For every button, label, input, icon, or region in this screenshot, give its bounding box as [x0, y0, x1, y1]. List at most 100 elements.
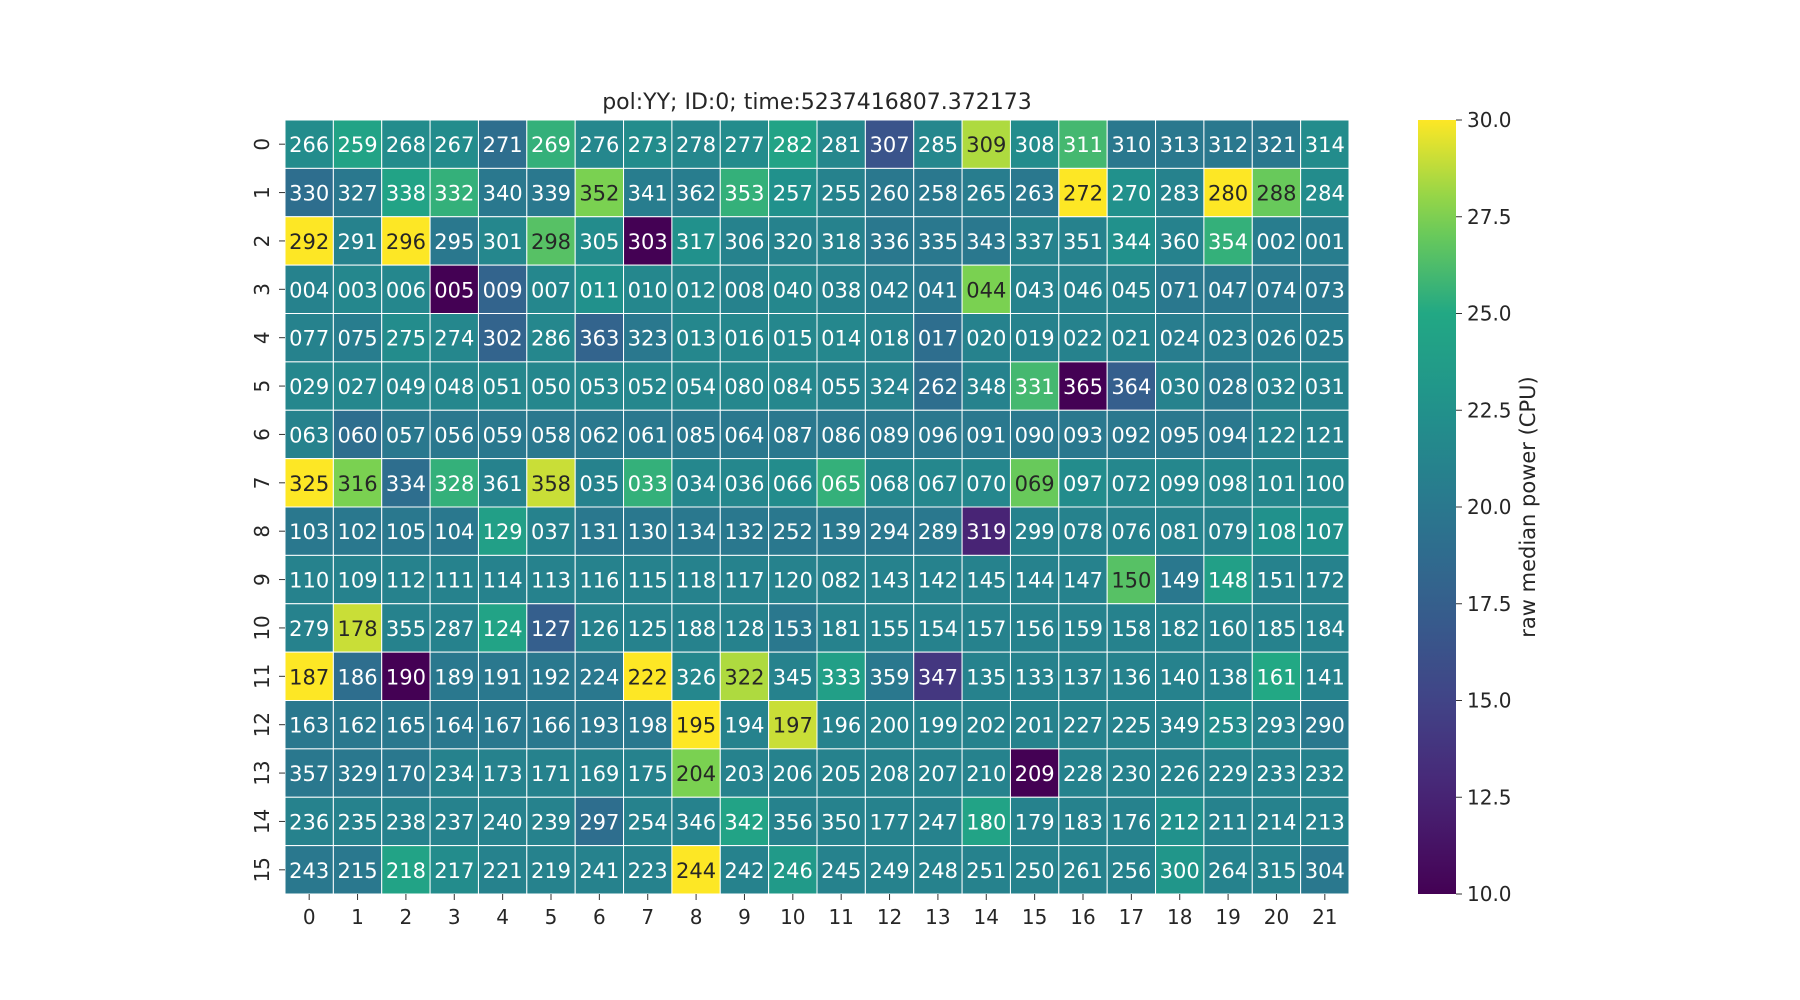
x-tick-label: 8 [690, 905, 703, 929]
heatmap-cell [477, 651, 528, 701]
heatmap-cell [671, 167, 721, 218]
heatmap-cell-label: 044 [966, 278, 1006, 302]
heatmap-cell [574, 216, 625, 266]
heatmap-cell-label: 301 [483, 230, 523, 254]
heatmap-cell-label: 223 [628, 859, 668, 883]
heatmap-cell-label: 131 [579, 520, 619, 544]
heatmap-cell-label: 226 [1160, 762, 1200, 786]
heatmap-cell [1251, 700, 1302, 750]
heatmap-cell-label: 150 [1111, 569, 1151, 593]
heatmap-cell-label: 038 [821, 278, 861, 302]
heatmap-cell [1009, 506, 1060, 556]
heatmap-cell-label: 192 [531, 665, 571, 689]
heatmap-cell-label: 358 [531, 472, 571, 496]
heatmap-cell [1155, 845, 1205, 895]
heatmap-cell-label: 335 [918, 230, 958, 254]
heatmap-cell [526, 313, 576, 363]
heatmap-cell [1106, 119, 1157, 169]
heatmap-cell [1251, 167, 1302, 218]
heatmap-cell [1203, 651, 1253, 701]
heatmap-cell-label: 219 [531, 859, 571, 883]
y-tick-label: 6 [250, 428, 274, 441]
heatmap-cell-label: 222 [628, 665, 668, 689]
heatmap-cell-label: 045 [1111, 278, 1151, 302]
heatmap-cell-label: 330 [289, 182, 329, 206]
heatmap-cell-label: 102 [337, 520, 377, 544]
heatmap-cell-label: 241 [579, 859, 619, 883]
heatmap-cell [1251, 409, 1302, 460]
heatmap-cell-label: 214 [1256, 810, 1296, 834]
heatmap-cell-label: 012 [676, 278, 716, 302]
heatmap-cell [1300, 651, 1350, 701]
heatmap-cell-label: 143 [869, 569, 909, 593]
heatmap-cell-label: 243 [289, 859, 329, 883]
heatmap-cell-label: 087 [773, 423, 813, 447]
heatmap-cell [1300, 264, 1350, 314]
x-tick-label: 6 [593, 905, 606, 929]
heatmap-cell-label: 362 [676, 182, 716, 206]
heatmap-cell-label: 281 [821, 133, 861, 157]
heatmap-cell [429, 167, 479, 218]
heatmap-cell-label: 244 [676, 859, 716, 883]
heatmap-cell-label: 185 [1256, 617, 1296, 641]
heatmap-cell-label: 076 [1111, 520, 1151, 544]
heatmap-cell [284, 119, 334, 169]
heatmap-cell-label: 120 [773, 569, 813, 593]
heatmap-cell-label: 267 [434, 133, 474, 157]
heatmap-cell [1300, 796, 1350, 847]
heatmap-cell-label: 340 [483, 182, 523, 206]
heatmap-cell [1155, 700, 1205, 750]
heatmap-cell-label: 277 [724, 133, 764, 157]
heatmap-cell-label: 363 [579, 327, 619, 351]
x-tick-label: 0 [303, 905, 316, 929]
heatmap-cell [1106, 845, 1157, 895]
heatmap-cell-label: 080 [724, 375, 764, 399]
heatmap-cell-label: 035 [579, 472, 619, 496]
heatmap-cell-label: 283 [1160, 182, 1200, 206]
heatmap-cell [1300, 409, 1350, 460]
heatmap-cell-label: 173 [483, 762, 523, 786]
heatmap-cell [1106, 554, 1157, 605]
heatmap-cell [284, 313, 334, 363]
heatmap-cell-label: 320 [773, 230, 813, 254]
heatmap-cell-label: 271 [483, 133, 523, 157]
heatmap-cell [1009, 264, 1060, 314]
heatmap-cell-label: 011 [579, 278, 619, 302]
heatmap-cell-label: 195 [676, 714, 716, 738]
heatmap-cell [816, 845, 866, 895]
y-tick-label: 1 [250, 186, 274, 199]
heatmap-cell-label: 225 [1111, 714, 1151, 738]
heatmap-cell [1251, 216, 1302, 266]
heatmap-cell-label: 148 [1208, 569, 1248, 593]
heatmap-cell [1009, 651, 1060, 701]
heatmap-cell [816, 264, 866, 314]
heatmap-cell-label: 331 [1015, 375, 1055, 399]
heatmap-cell-label: 142 [918, 569, 958, 593]
heatmap-cell [1251, 748, 1302, 798]
heatmap-cell-label: 355 [386, 617, 426, 641]
heatmap-cell [864, 506, 915, 556]
heatmap-cell-label: 103 [289, 520, 329, 544]
heatmap-cell [1009, 845, 1060, 895]
heatmap-cell [332, 700, 383, 750]
heatmap-cell-label: 318 [821, 230, 861, 254]
x-tick-label: 9 [738, 905, 751, 929]
heatmap-cell [1106, 796, 1157, 847]
heatmap-cell-label: 191 [483, 665, 523, 689]
heatmap-cell [1106, 216, 1157, 266]
heatmap-cell-label: 017 [918, 327, 958, 351]
x-axis-ticks: 0 1 2 3 4 5 6 7 8 9 10 11 12 13 14 15 16 17 18 19 20 21 [303, 894, 1338, 929]
heatmap-cell [284, 167, 334, 218]
heatmap-cell-label: 302 [483, 327, 523, 351]
heatmap-cell-label: 349 [1160, 714, 1200, 738]
colorbar-tick-label: 20.0 [1467, 495, 1512, 519]
heatmap-cell-label: 066 [773, 472, 813, 496]
x-tick-label: 14 [974, 905, 999, 929]
heatmap-cell [913, 748, 963, 798]
heatmap-cell [1009, 313, 1060, 363]
colorbar-tick-label: 15.0 [1467, 689, 1512, 713]
heatmap-cell-label: 291 [337, 230, 377, 254]
heatmap-cell-label: 067 [918, 472, 958, 496]
heatmap-cell [1300, 554, 1350, 605]
heatmap-cell [574, 603, 625, 653]
